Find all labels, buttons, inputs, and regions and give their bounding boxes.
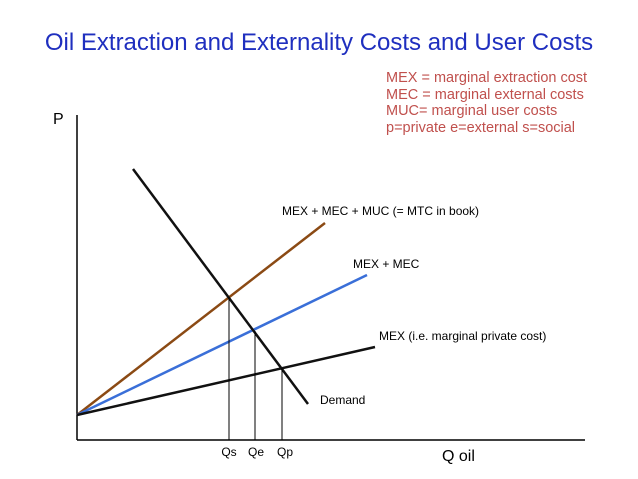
mtc-curve (76, 222, 326, 416)
slide-title: Oil Extraction and Externality Costs and… (44, 29, 594, 56)
legend-line-mec: MEC = marginal external costs (386, 86, 584, 103)
qe-label: Qe (248, 445, 264, 459)
mex-curve (76, 345, 376, 417)
mex-plus-mec-curve (76, 273, 368, 417)
legend-line-mex: MEX = marginal extraction cost (386, 70, 588, 86)
demand-curve-label: Demand (320, 393, 365, 407)
x-axis-label: Q oil (442, 448, 475, 465)
qs-label: Qs (221, 445, 236, 459)
legend-box: MEX = marginal extraction cost MEC = mar… (386, 70, 587, 136)
y-axis-label: P (53, 111, 64, 128)
mec-curve-label: MEX + MEC (353, 257, 420, 271)
qp-label: Qp (277, 445, 293, 459)
legend-line-subscripts: p=private e=external s=social (386, 119, 576, 136)
legend-line-muc: MUC= marginal user costs (386, 103, 558, 119)
mex-curve-label: MEX (i.e. marginal private cost) (379, 329, 546, 343)
demand-curve (131, 168, 310, 405)
mtc-curve-label: MEX + MEC + MUC (= MTC in book) (282, 204, 479, 218)
